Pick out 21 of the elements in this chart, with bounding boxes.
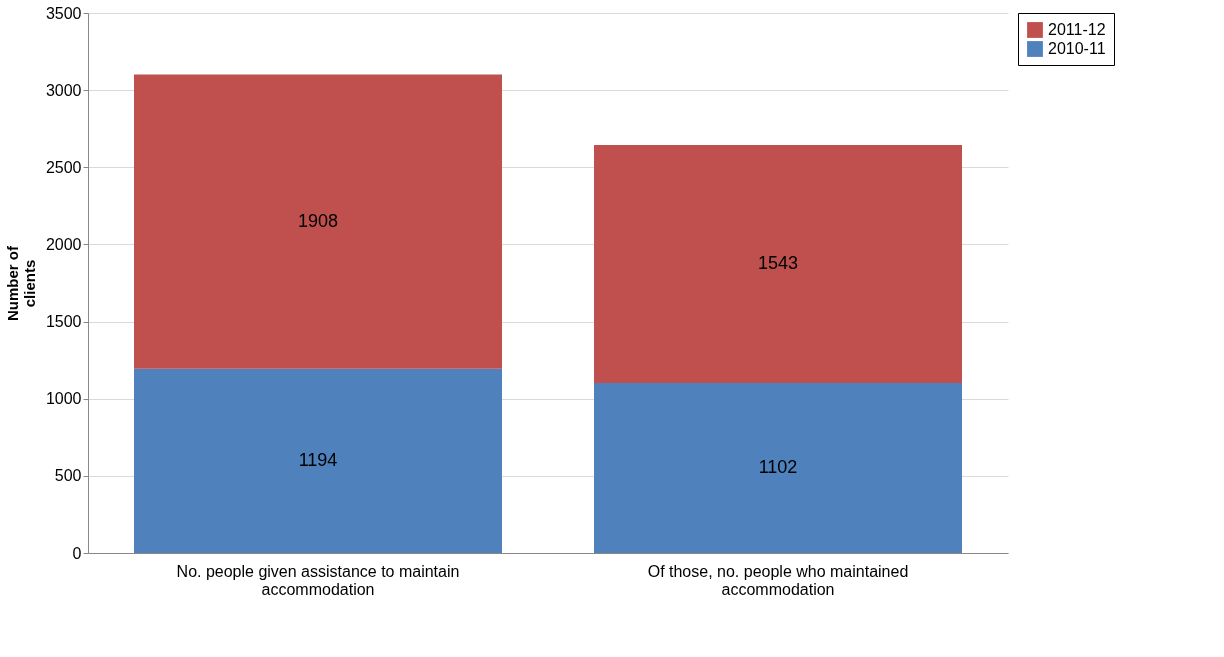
x-tick-label: No. people given assistance to maintain accommodation <box>176 562 460 598</box>
y-tick-label: 2000 <box>45 235 82 253</box>
legend-label: 2011-12 <box>1048 21 1106 38</box>
bar <box>134 74 502 369</box>
data-label: 1102 <box>758 456 798 477</box>
y-tick-label: 2500 <box>45 158 82 176</box>
y-tick-label: 500 <box>54 467 82 485</box>
bar <box>594 382 962 553</box>
bar <box>594 144 962 383</box>
legend-label: 2010-11 <box>1048 40 1106 57</box>
data-label: 1543 <box>757 252 799 273</box>
data-label: 1194 <box>298 449 338 470</box>
y-tick-label: 3500 <box>45 4 82 22</box>
y-axis-title: Number of clients <box>3 245 38 321</box>
y-tick-label: 0 <box>72 544 82 562</box>
y-tick-label: 1000 <box>45 390 82 408</box>
y-tick-label: 3000 <box>45 81 82 99</box>
x-tick-label: Of those, no. people who maintained accommodation <box>647 562 909 598</box>
bar <box>134 368 502 553</box>
y-tick-label: 1500 <box>45 313 82 331</box>
data-label: 1908 <box>297 210 339 231</box>
